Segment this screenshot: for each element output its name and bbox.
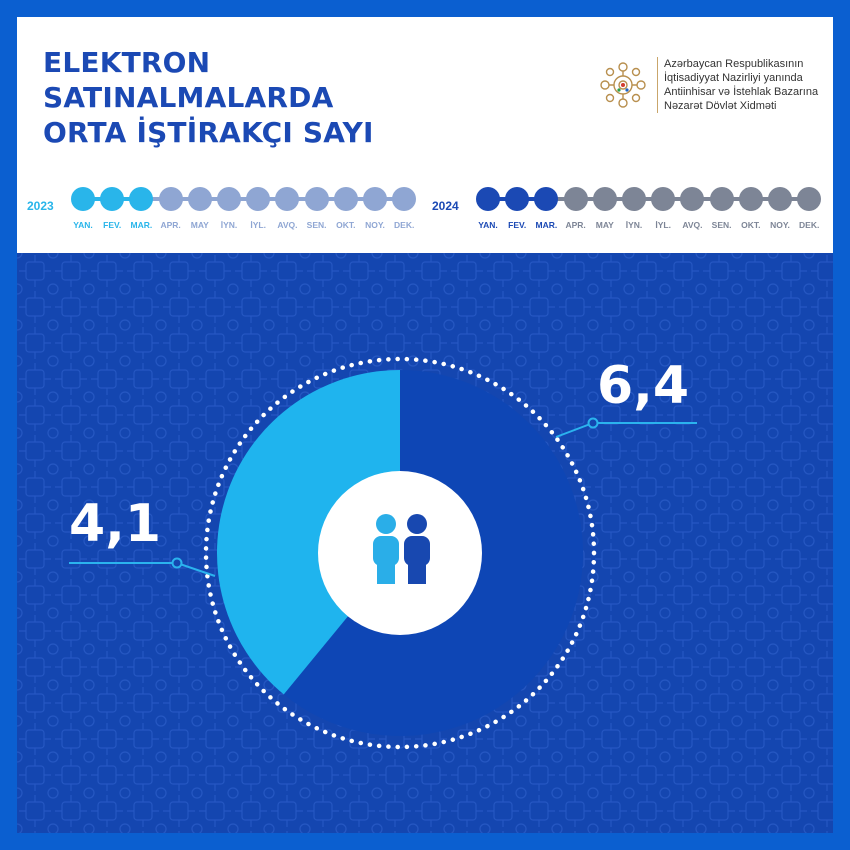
timeline-connector [663, 197, 693, 201]
month-dot [158, 187, 183, 211]
month-label: YAN. [478, 220, 498, 230]
leader-line-2023 [69, 562, 216, 577]
timeline-connector [375, 197, 405, 201]
month-dot [392, 187, 417, 211]
timeline-connector [517, 197, 547, 201]
timeline-connector [229, 197, 259, 201]
timeline-2024: YAN. FEV. MAR. APR. MAY İYN. İYL. AVQ. SEN. OKT. N… [476, 187, 822, 230]
timeline-2023: YAN. FEV. MAR. APR. MAY İYN. İYL. AVQ. SEN. OKT. N… [71, 187, 417, 230]
timeline-connector [721, 197, 751, 201]
month-dot [592, 187, 617, 211]
organization-name: Azərbaycan Respublikasının İqtisadiyyat … [664, 57, 818, 113]
month-dot [275, 187, 300, 211]
timeline-connector [199, 197, 229, 201]
org-line-1: Azərbaycan Respublikasının [664, 58, 804, 70]
month-dot [738, 187, 763, 211]
month-label: APR. [565, 220, 586, 230]
title-line-1: ELEKTRON [43, 46, 211, 79]
chart-panel: 6,4 4,1 [17, 253, 833, 833]
timeline-connector [546, 197, 576, 201]
page-title: ELEKTRON SATINALMALARDA ORTA İŞTİRAKÇI S… [43, 45, 374, 150]
title-line-3: ORTA İŞTİRAKÇI SAYI [43, 116, 374, 149]
dotted-ring [203, 356, 597, 750]
leader-line-2024 [555, 422, 697, 438]
leader-dot-2024 [587, 417, 599, 429]
month-label: SEN. [306, 220, 327, 230]
month-dot [768, 187, 792, 211]
month-label: MAY [595, 220, 614, 230]
month-dot [304, 187, 329, 211]
timeline-connector [258, 197, 288, 201]
month-dot [505, 187, 530, 211]
org-line-4: Nəzarət Dövlət Xidməti [664, 100, 777, 112]
month-dot [246, 187, 271, 211]
month-label: DEK. [394, 220, 415, 230]
month-label: NOY. [365, 220, 385, 230]
month-dot [651, 187, 676, 211]
year-2024-label: 2024 [432, 199, 459, 213]
month-label: İYN. [625, 220, 643, 230]
timeline-connector [575, 197, 605, 201]
month-label: MAR. [535, 220, 558, 230]
month-dot [333, 187, 358, 211]
month-label: APR. [160, 220, 181, 230]
month-label: İYL. [655, 220, 671, 230]
timeline-connector [141, 197, 171, 201]
month-dot [217, 187, 241, 211]
timeline-connector [287, 197, 317, 201]
timeline-connector [750, 197, 780, 201]
month-label: AVQ. [277, 220, 298, 230]
month-label: YAN. [73, 220, 93, 230]
title-line-2: SATINALMALARDA [43, 81, 334, 114]
month-dot [534, 187, 559, 211]
timeline-connector [692, 197, 722, 201]
month-dot [363, 187, 387, 211]
month-label: DEK. [799, 220, 820, 230]
org-line-3: Antiinhisar və İstehlak Bazarına [664, 86, 819, 98]
month-dot [187, 187, 212, 211]
org-line-2: İqtisadiyyat Nazirliyi yanında [664, 72, 803, 84]
timeline-connector [780, 197, 810, 201]
month-dot [563, 187, 588, 211]
month-dot [100, 187, 125, 211]
timeline-connector [604, 197, 634, 201]
header-panel: ELEKTRON SATINALMALARDA ORTA İŞTİRAKÇI S… [17, 17, 833, 253]
month-label: FEV. [508, 220, 527, 230]
month-dot [709, 187, 734, 211]
month-dot [622, 187, 646, 211]
value-label-2023: 4,1 [69, 494, 161, 554]
timeline-connector [316, 197, 346, 201]
month-dot [476, 187, 500, 211]
month-dot [797, 187, 822, 211]
month-dot [680, 187, 705, 211]
year-2023-label: 2023 [27, 199, 54, 213]
center-circle [318, 471, 482, 635]
month-dot [129, 187, 154, 211]
month-label: MAR. [130, 220, 153, 230]
month-dot [71, 187, 95, 211]
month-label: FEV. [103, 220, 122, 230]
timeline-connector [112, 197, 142, 201]
month-label: İYL. [250, 220, 266, 230]
month-label: İYN. [220, 220, 238, 230]
leader-dot-2023 [171, 557, 183, 569]
timeline-connector [170, 197, 200, 201]
org-divider [657, 57, 658, 113]
month-label: OKT. [741, 220, 761, 230]
value-label-2024: 6,4 [597, 356, 689, 416]
month-label: NOY. [770, 220, 790, 230]
donut-chart: 6,4 4,1 [69, 356, 697, 750]
pie-slice-2023 [217, 369, 400, 695]
timeline-connector [634, 197, 664, 201]
month-label: SEN. [711, 220, 732, 230]
month-label: AVQ. [682, 220, 703, 230]
people-icon [373, 514, 430, 584]
timeline-connector [345, 197, 375, 201]
timeline-connector [488, 197, 518, 201]
month-label: MAY [190, 220, 209, 230]
emblem-logo-icon [600, 62, 646, 108]
timeline-connector [83, 197, 113, 201]
month-label: OKT. [336, 220, 356, 230]
